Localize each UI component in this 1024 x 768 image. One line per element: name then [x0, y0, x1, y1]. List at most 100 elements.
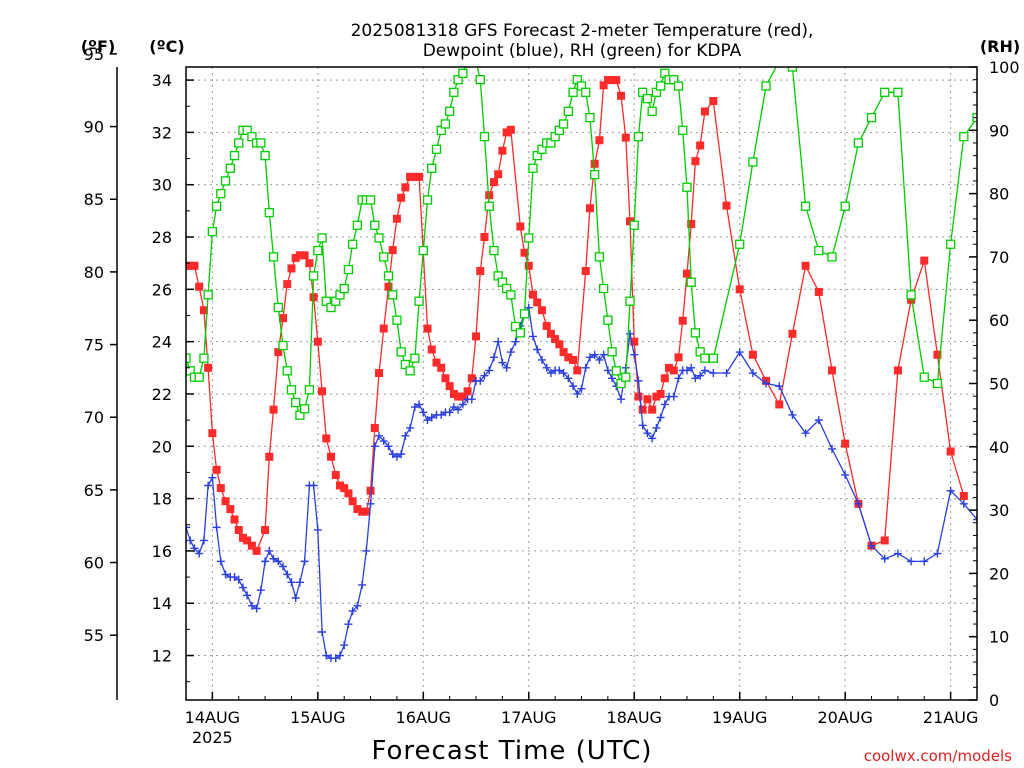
- dewpoint-point: [190, 544, 199, 553]
- dewpoint-point: [682, 366, 691, 375]
- dewpoint-point: [735, 348, 744, 357]
- rh-point: [321, 296, 331, 306]
- rh-point: [959, 131, 969, 142]
- temperature-point: [348, 497, 357, 506]
- dewpoint-point: [511, 337, 520, 346]
- dewpoint-point: [933, 549, 942, 558]
- temperature-point: [340, 484, 349, 493]
- dewpoint-point: [669, 392, 678, 401]
- dewpoint-point: [445, 408, 454, 417]
- temperature-point: [432, 358, 441, 367]
- rh-point: [827, 252, 837, 262]
- temperature-point: [401, 183, 410, 192]
- rh-point: [814, 245, 824, 256]
- dewpoint-point: [419, 408, 428, 417]
- temperature-point: [370, 423, 379, 432]
- temperature-point: [366, 486, 375, 495]
- rh-point: [339, 283, 349, 294]
- temperature-point: [388, 246, 397, 255]
- dewpoint-point: [238, 583, 247, 592]
- fahrenheit-tick-label: 90: [84, 118, 104, 137]
- temperature-point: [551, 335, 560, 344]
- temperature-point: [524, 261, 533, 270]
- dewpoint-point: [827, 444, 836, 453]
- rh-point: [405, 366, 415, 376]
- dewpoint-point: [401, 431, 410, 440]
- temperature-point: [880, 536, 889, 545]
- dewpoint-point: [973, 515, 977, 524]
- dewpoint-point: [573, 389, 582, 398]
- rh-point: [906, 290, 916, 300]
- rh-tick-label: 30: [989, 501, 1009, 520]
- dewpoint-point: [274, 557, 283, 566]
- temperature-point: [190, 261, 199, 270]
- celsius-unit-label: (ºC): [149, 37, 184, 56]
- rh-point: [247, 131, 257, 142]
- dewpoint-point: [406, 423, 415, 432]
- rh-point: [410, 353, 420, 363]
- temperature-point: [669, 366, 678, 375]
- rh-point: [532, 150, 542, 161]
- rh-point: [611, 366, 621, 376]
- temperature-point: [585, 204, 594, 213]
- temperature-point: [608, 76, 617, 85]
- rh-point: [291, 397, 301, 408]
- dewpoint-point: [709, 369, 718, 378]
- dewpoint-point: [775, 382, 784, 391]
- dewpoint-point: [427, 413, 436, 422]
- celsius-tick-label: 30: [152, 176, 172, 195]
- axes: 14AUG 15AUG 16AUG 17AUG 18AUG 19AUG 20AUG 21AUG…: [84, 45, 1020, 747]
- rh-point: [273, 302, 283, 313]
- rh-point: [932, 378, 943, 389]
- rh-point: [616, 378, 626, 389]
- fahrenheit-unit-label: (ºF): [81, 37, 116, 56]
- dewpoint-point: [340, 641, 349, 650]
- temperature-point: [564, 353, 573, 362]
- rh-point: [594, 252, 605, 262]
- dewpoint-point: [893, 549, 902, 558]
- celsius-tick-label: 34: [152, 71, 172, 90]
- temperature-point: [648, 405, 657, 414]
- temperature-point: [291, 253, 300, 262]
- rh-point: [295, 410, 305, 420]
- temperature-point: [247, 541, 256, 550]
- dewpoint-point: [291, 593, 300, 602]
- dewpoint-point: [309, 481, 318, 490]
- temperature-point: [406, 172, 415, 181]
- temperature-point: [221, 497, 230, 506]
- dewpoint-point: [186, 523, 190, 532]
- temperature-point: [212, 465, 221, 474]
- rh-tick-label: 80: [989, 185, 1009, 204]
- fahrenheit-tick-label: 85: [84, 190, 104, 209]
- dewpoint-point: [379, 437, 388, 446]
- x-tick-label: 16AUG: [396, 708, 451, 727]
- rh-point: [422, 195, 433, 205]
- dewpoint-point: [265, 546, 274, 555]
- dewpoint-point: [854, 499, 863, 508]
- dewpoint-point: [353, 601, 362, 610]
- dewpoint-point: [569, 382, 578, 391]
- rh-point: [458, 68, 468, 78]
- x-tick-label: 21AUG: [923, 708, 978, 727]
- temperature-point: [801, 261, 810, 270]
- dewpoint-point: [630, 350, 639, 359]
- rh-point: [286, 385, 297, 395]
- dewpoint-point: [375, 431, 384, 440]
- temperature-point: [674, 353, 683, 362]
- celsius-tick-label: 28: [152, 228, 172, 247]
- temperature-point: [920, 256, 929, 265]
- rh-point: [642, 94, 653, 104]
- rh-point: [669, 75, 679, 85]
- dewpoint-point: [204, 481, 213, 490]
- rh-tick-label: 50: [989, 375, 1009, 394]
- temperature-point: [533, 298, 542, 307]
- rh-point: [264, 207, 274, 218]
- fahrenheit-tick-label: 65: [84, 481, 104, 500]
- fahrenheit-tick-label: 70: [84, 408, 104, 427]
- dewpoint-point: [788, 410, 797, 419]
- rh-point: [304, 385, 315, 395]
- rh-point: [590, 169, 600, 180]
- x-tick-label: 20AUG: [817, 708, 872, 727]
- dewpoint-point: [700, 366, 709, 375]
- dewpoint-point: [344, 620, 353, 629]
